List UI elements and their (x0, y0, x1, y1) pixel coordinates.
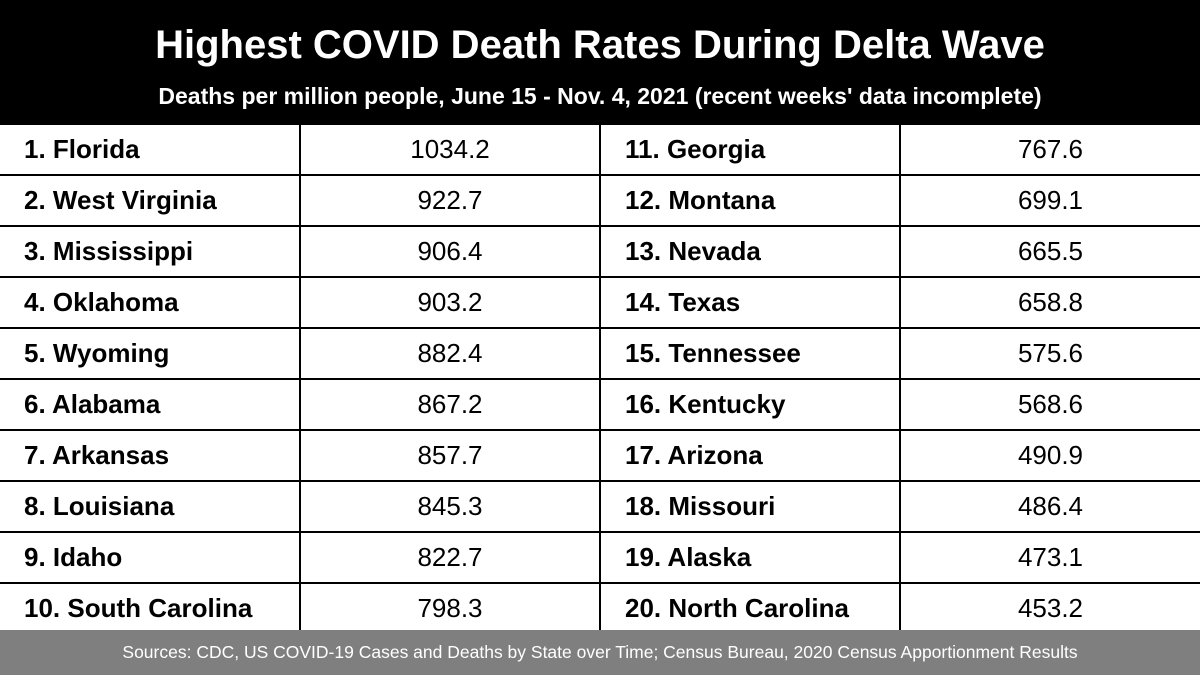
rank-label: 18. (625, 491, 662, 521)
chart-subtitle: Deaths per million people, June 15 - Nov… (158, 83, 1042, 109)
state-name-cell: 16. Kentucky (599, 378, 901, 431)
state-name-cell: 14. Texas (599, 276, 901, 329)
state-name-cell: 12. Montana (599, 174, 901, 227)
state-label: Arizona (667, 440, 763, 470)
state-label: Florida (52, 134, 140, 164)
state-name-cell: 20. North Carolina (599, 582, 901, 633)
state-name-cell: 13. Nevada (599, 225, 901, 278)
rank-label: 2. (24, 185, 46, 215)
state-label: Tennessee (668, 338, 801, 368)
death-rate-value: 798.3 (299, 582, 601, 633)
state-label: Alaska (667, 542, 752, 572)
state-label: South Carolina (67, 593, 253, 623)
state-label: Arkansas (51, 440, 170, 470)
state-label: Montana (668, 185, 776, 215)
state-name-cell: 10. South Carolina (0, 582, 301, 633)
table-row: 8. Louisiana 845.3 18. Missouri 486.4 (0, 480, 1200, 533)
state-label: Nevada (668, 236, 761, 266)
table-row: 4. Oklahoma 903.2 14. Texas 658.8 (0, 276, 1200, 329)
table-row: 6. Alabama 867.2 16. Kentucky 568.6 (0, 378, 1200, 431)
state-name-cell: 19. Alaska (599, 531, 901, 584)
table-row: 10. South Carolina 798.3 20. North Carolin… (0, 582, 1200, 633)
death-rate-value: 568.6 (899, 378, 1200, 431)
death-rate-value: 767.6 (899, 125, 1200, 176)
state-name-cell: 1. Florida (0, 125, 301, 176)
state-name-cell: 3. Mississippi (0, 225, 301, 278)
state-name-cell: 5. Wyoming (0, 327, 301, 380)
state-label: Alabama (51, 389, 161, 419)
rank-label: 4. (24, 287, 46, 317)
death-rate-value: 658.8 (899, 276, 1200, 329)
state-label: Oklahoma (52, 287, 179, 317)
death-rate-value: 665.5 (899, 225, 1200, 278)
rank-label: 15. (625, 338, 662, 368)
death-rate-value: 486.4 (899, 480, 1200, 533)
death-rate-value: 490.9 (899, 429, 1200, 482)
rank-label: 17. (625, 440, 662, 470)
state-label: Texas (668, 287, 741, 317)
state-label: Wyoming (52, 338, 170, 368)
rank-label: 19. (625, 542, 662, 572)
state-label: West Virginia (52, 185, 217, 215)
rank-label: 7. (24, 440, 46, 470)
death-rate-table: 1. Florida 1034.2 11. Georgia 767.6 2. West … (0, 125, 1200, 633)
rank-label: 12. (625, 185, 662, 215)
state-name-cell: 11. Georgia (599, 125, 901, 176)
rank-label: 8. (24, 491, 46, 521)
rank-label: 20. (625, 593, 662, 623)
rank-label: 9. (24, 542, 46, 572)
rank-label: 11. (625, 134, 660, 164)
state-name-cell: 18. Missouri (599, 480, 901, 533)
table-row: 3. Mississippi 906.4 13. Nevada 665.5 (0, 225, 1200, 278)
state-name-cell: 17. Arizona (599, 429, 901, 482)
death-rate-value: 453.2 (899, 582, 1200, 633)
source-note: Sources: CDC, US COVID-19 Cases and Deat… (0, 630, 1200, 675)
death-rate-value: 1034.2 (299, 125, 601, 176)
table-row: 5. Wyoming 882.4 15. Tennessee 575.6 (0, 327, 1200, 380)
table-row: 7. Arkansas 857.7 17. Arizona 490.9 (0, 429, 1200, 482)
death-rate-value: 473.1 (899, 531, 1200, 584)
state-label: Idaho (52, 542, 123, 572)
table-row: 2. West Virginia 922.7 12. Montana 699.1 (0, 174, 1200, 227)
death-rate-value: 575.6 (899, 327, 1200, 380)
rank-label: 10. (24, 593, 61, 623)
state-name-cell: 4. Oklahoma (0, 276, 301, 329)
rank-label: 13. (625, 236, 662, 266)
death-rate-value: 845.3 (299, 480, 601, 533)
chart-title: Highest COVID Death Rates During Delta W… (155, 23, 1045, 67)
state-name-cell: 2. West Virginia (0, 174, 301, 227)
rank-label: 3. (24, 236, 46, 266)
rank-label: 5. (24, 338, 46, 368)
state-label: North Carolina (668, 593, 849, 623)
rank-label: 6. (24, 389, 46, 419)
chart-header: Highest COVID Death Rates During Delta W… (0, 0, 1200, 125)
rank-label: 1. (24, 134, 46, 164)
table-row: 9. Idaho 822.7 19. Alaska 473.1 (0, 531, 1200, 584)
state-name-cell: 7. Arkansas (0, 429, 301, 482)
death-rate-value: 857.7 (299, 429, 601, 482)
death-rate-value: 903.2 (299, 276, 601, 329)
death-rate-value: 867.2 (299, 378, 601, 431)
state-name-cell: 6. Alabama (0, 378, 301, 431)
death-rate-value: 882.4 (299, 327, 601, 380)
state-label: Mississippi (52, 236, 194, 266)
state-name-cell: 9. Idaho (0, 531, 301, 584)
rank-label: 14. (625, 287, 662, 317)
state-name-cell: 15. Tennessee (599, 327, 901, 380)
state-label: Kentucky (668, 389, 786, 419)
state-label: Georgia (666, 134, 766, 164)
death-rate-value: 906.4 (299, 225, 601, 278)
death-rate-value: 922.7 (299, 174, 601, 227)
death-rate-value: 822.7 (299, 531, 601, 584)
table-row: 1. Florida 1034.2 11. Georgia 767.6 (0, 125, 1200, 176)
death-rate-value: 699.1 (899, 174, 1200, 227)
state-name-cell: 8. Louisiana (0, 480, 301, 533)
state-label: Louisiana (52, 491, 175, 521)
rank-label: 16. (625, 389, 662, 419)
state-label: Missouri (668, 491, 776, 521)
